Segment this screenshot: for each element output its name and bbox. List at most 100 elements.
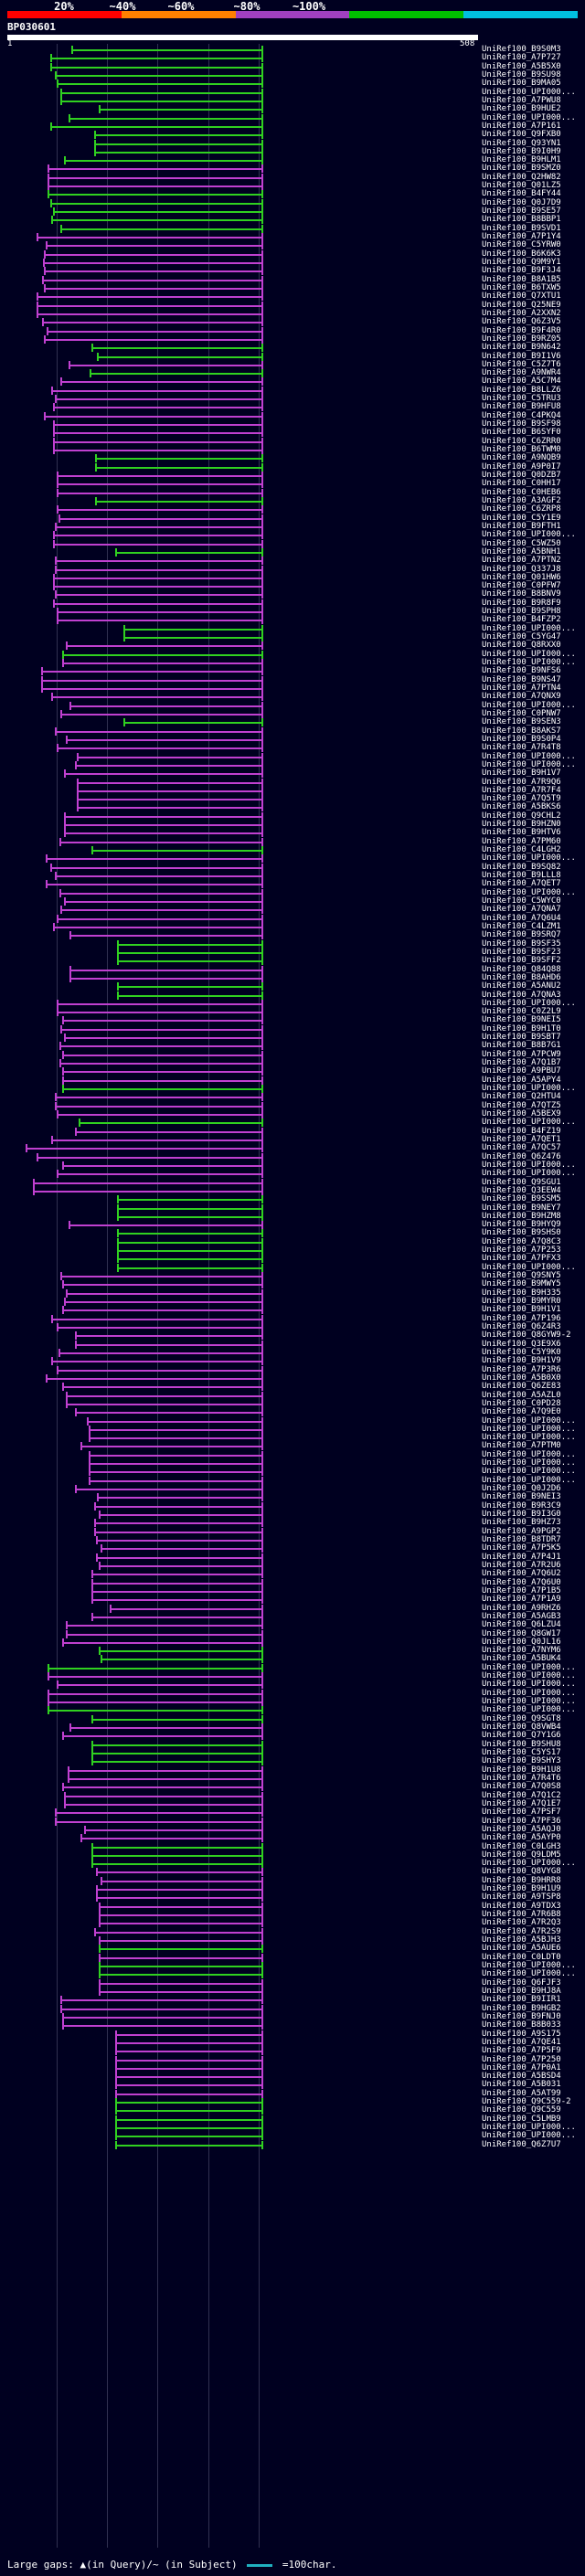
hit-label[interactable]: UniRef100_A7Q6U0	[482, 1577, 561, 1587]
hit-row[interactable]: UniRef100_C0HEB6	[0, 488, 585, 497]
hit-row[interactable]: UniRef100_C5Y9K0	[0, 1348, 585, 1357]
hit-row[interactable]: UniRef100_A7R4T6	[0, 1774, 585, 1783]
hit-label[interactable]: UniRef100_Q9CHL2	[482, 811, 561, 821]
hit-label[interactable]: UniRef100_Q6Z476	[482, 1151, 561, 1161]
hit-label[interactable]: UniRef100_C5YRW0	[482, 240, 561, 250]
hit-label[interactable]: UniRef100_A5BNH1	[482, 546, 561, 557]
hit-label[interactable]: UniRef100_A7P1A9	[482, 1595, 561, 1605]
hit-row[interactable]: UniRef100_Q2HTU4	[0, 1092, 585, 1102]
hit-label[interactable]: UniRef100_UPI000...	[482, 87, 576, 97]
hit-row[interactable]: UniRef100_A7Q6U2	[0, 1569, 585, 1579]
hit-label[interactable]: UniRef100_B9HRR8	[482, 1875, 561, 1885]
hit-row[interactable]: UniRef100_B9I1V6	[0, 352, 585, 361]
hit-row[interactable]: UniRef100_B8AHD6	[0, 973, 585, 982]
hit-row[interactable]: UniRef100_B9HGB2	[0, 2004, 585, 2013]
hit-row[interactable]: UniRef100_UPI000...	[0, 1467, 585, 1477]
hit-row[interactable]: UniRef100_Q9CHL2	[0, 811, 585, 821]
hit-row[interactable]: UniRef100_B9SMZ0	[0, 164, 585, 174]
hit-row[interactable]: UniRef100_B9HZN0	[0, 820, 585, 830]
hit-row[interactable]: UniRef100_UPI000...	[0, 701, 585, 710]
hit-row[interactable]: UniRef100_Q25NE9	[0, 301, 585, 310]
hit-label[interactable]: UniRef100_C6ZRP8	[482, 504, 561, 514]
hit-label[interactable]: UniRef100_UPI000...	[482, 1118, 576, 1128]
hit-row[interactable]: UniRef100_Q9M9Y1	[0, 258, 585, 267]
hit-row[interactable]: UniRef100_UPI000...	[0, 888, 585, 897]
hit-row[interactable]: UniRef100_B8TDR7	[0, 1535, 585, 1544]
hit-label[interactable]: UniRef100_C4LZM1	[482, 921, 561, 931]
hit-label[interactable]: UniRef100_B6TWM0	[482, 445, 561, 455]
hit-row[interactable]: UniRef100_A7Q5T9	[0, 794, 585, 804]
hit-label[interactable]: UniRef100_A7Q1B7	[482, 1058, 561, 1068]
hit-row[interactable]: UniRef100_A5C7M4	[0, 376, 585, 387]
hit-row[interactable]: UniRef100_Q3EEW4	[0, 1185, 585, 1195]
hit-row[interactable]: UniRef100_B6TWM0	[0, 445, 585, 455]
hit-label[interactable]: UniRef100_B9MA05	[482, 79, 561, 89]
hit-label[interactable]: UniRef100_A7PM60	[482, 836, 561, 846]
hit-label[interactable]: UniRef100_A5BUK4	[482, 1654, 561, 1664]
hit-row[interactable]: UniRef100_A7P0A1	[0, 2063, 585, 2072]
hit-row[interactable]: UniRef100_B9HJ8A	[0, 1987, 585, 1996]
hit-row[interactable]: UniRef100_A9NWR4	[0, 368, 585, 378]
hit-label[interactable]: UniRef100_UPI000...	[482, 1084, 576, 1094]
hit-row[interactable]: UniRef100_B9SU98	[0, 70, 585, 80]
hit-row[interactable]: UniRef100_UPI000...	[0, 1450, 585, 1459]
hit-label[interactable]: UniRef100_B9SVD1	[482, 223, 561, 233]
hit-row[interactable]: UniRef100_A9S175	[0, 2030, 585, 2039]
hit-row[interactable]: UniRef100_A5BJH3	[0, 1935, 585, 1945]
hit-label[interactable]: UniRef100_B9SE57	[482, 207, 561, 217]
hit-label[interactable]: UniRef100_A9S175	[482, 2029, 561, 2039]
hit-label[interactable]: UniRef100_UPI000...	[482, 1969, 576, 1979]
hit-row[interactable]: UniRef100_A7Q6U4	[0, 914, 585, 923]
hit-label[interactable]: UniRef100_UPI000...	[482, 1467, 576, 1477]
hit-label[interactable]: UniRef100_Q9M9Y1	[482, 258, 561, 267]
hit-label[interactable]: UniRef100_Q3EEW4	[482, 1185, 561, 1195]
hit-label[interactable]: UniRef100_B4FZ19	[482, 1126, 561, 1136]
hit-row[interactable]: UniRef100_B9H1T0	[0, 1024, 585, 1034]
hit-row[interactable]: UniRef100_UPI000...	[0, 1084, 585, 1094]
hit-label[interactable]: UniRef100_UPI000...	[482, 2131, 576, 2141]
hit-row[interactable]: UniRef100_B9S0M3	[0, 45, 585, 54]
hit-row[interactable]: UniRef100_Q0J7D9	[0, 198, 585, 207]
hit-label[interactable]: UniRef100_B9H1U8	[482, 1765, 561, 1775]
hit-row[interactable]: UniRef100_B9R3C9	[0, 1501, 585, 1511]
hit-row[interactable]: UniRef100_B9H1U9	[0, 1884, 585, 1894]
hit-row[interactable]: UniRef100_B9H1V1	[0, 1305, 585, 1315]
hit-label[interactable]: UniRef100_Q9C559-2	[482, 2097, 571, 2107]
hit-label[interactable]: UniRef100_C5WYC0	[482, 896, 561, 906]
hit-label[interactable]: UniRef100_A7QE41	[482, 2037, 561, 2047]
hit-row[interactable]: UniRef100_A7QNA7	[0, 905, 585, 915]
hit-row[interactable]: UniRef100_Q9C559-2	[0, 2097, 585, 2107]
hit-label[interactable]: UniRef100_B9LLL8	[482, 871, 561, 881]
hit-row[interactable]: UniRef100_B9SHS0	[0, 1228, 585, 1238]
hit-label[interactable]: UniRef100_A7P161	[482, 121, 561, 131]
hit-label[interactable]: UniRef100_Q6LZU4	[482, 1620, 561, 1630]
hit-label[interactable]: UniRef100_A7QNX9	[482, 692, 561, 702]
hit-row[interactable]: UniRef100_A7PM60	[0, 836, 585, 846]
hit-label[interactable]: UniRef100_Q7Y1G6	[482, 1731, 561, 1741]
hit-label[interactable]: UniRef100_B9SHY3	[482, 1756, 561, 1766]
hit-row[interactable]: UniRef100_A7P5K5	[0, 1543, 585, 1553]
hit-label[interactable]: UniRef100_B8LLZ6	[482, 385, 561, 395]
hit-label[interactable]: UniRef100_B9NFS6	[482, 666, 561, 676]
hit-label[interactable]: UniRef100_B9N642	[482, 343, 561, 353]
hit-row[interactable]: UniRef100_Q9SGU1	[0, 1178, 585, 1187]
hit-label[interactable]: UniRef100_A5ANU2	[482, 981, 561, 991]
hit-label[interactable]: UniRef100_Q7XTU1	[482, 292, 561, 302]
hit-row[interactable]: UniRef100_B4FZP2	[0, 615, 585, 625]
hit-label[interactable]: UniRef100_C5Y1E9	[482, 513, 561, 523]
hit-label[interactable]: UniRef100_B9H1V1	[482, 1305, 561, 1315]
hit-label[interactable]: UniRef100_A9TDX3	[482, 1901, 561, 1911]
hit-label[interactable]: UniRef100_B8BBP1	[482, 215, 561, 225]
hit-label[interactable]: UniRef100_UPI000...	[482, 1671, 576, 1681]
hit-label[interactable]: UniRef100_B9FTH1	[482, 521, 561, 531]
hit-label[interactable]: UniRef100_Q8VYG8	[482, 1867, 561, 1877]
hit-row[interactable]: UniRef100_A7R7F4	[0, 786, 585, 795]
hit-row[interactable]: UniRef100_A7NYM6	[0, 1646, 585, 1656]
hit-label[interactable]: UniRef100_B8B033	[482, 2020, 561, 2030]
hit-label[interactable]: UniRef100_Q6Z4R3	[482, 1322, 561, 1331]
hit-label[interactable]: UniRef100_Q337J8	[482, 564, 561, 574]
hit-label[interactable]: UniRef100_A7R6B8	[482, 1910, 561, 1920]
hit-row[interactable]: UniRef100_B6K6K3	[0, 249, 585, 259]
hit-label[interactable]: UniRef100_A7PWU8	[482, 95, 561, 105]
hit-label[interactable]: UniRef100_A7PCW9	[482, 1049, 561, 1059]
